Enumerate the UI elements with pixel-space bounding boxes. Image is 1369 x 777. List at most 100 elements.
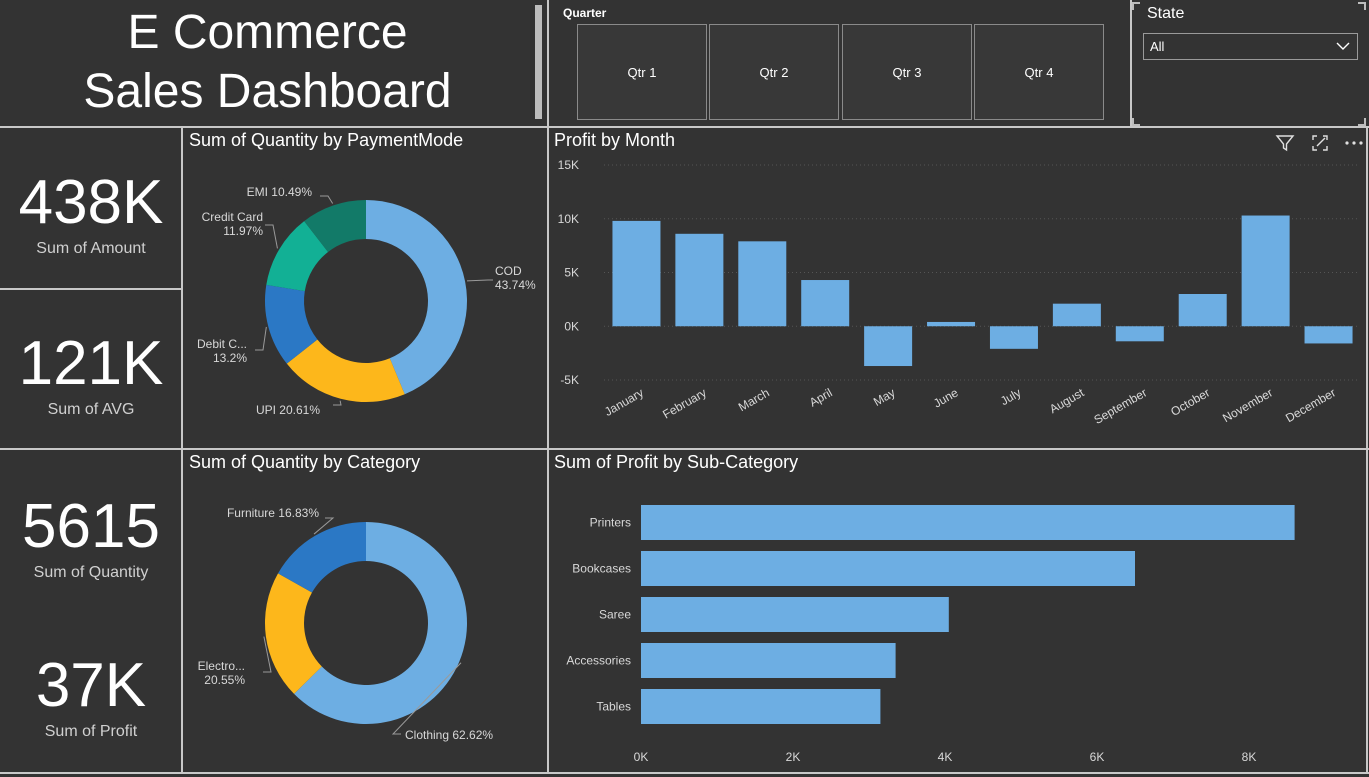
bar-june — [927, 321, 976, 327]
focus-mode-icon[interactable] — [1309, 132, 1331, 154]
dashboard-title-line2: Sales Dashboard — [83, 65, 452, 118]
y-tick-label: Bookcases — [572, 562, 631, 576]
leader-line — [265, 224, 278, 249]
subcategory-bar-chart[interactable]: 0K 2K 4K 6K 8K Printers Bookcases Saree Accessor… — [549, 482, 1366, 772]
state-slicer-label: State — [1147, 5, 1185, 22]
header-scrollbar[interactable] — [535, 5, 542, 119]
state-dropdown[interactable]: All — [1143, 33, 1358, 60]
bar-july — [989, 326, 1038, 349]
y-tick-label: Tables — [596, 700, 631, 714]
category-donut-chart[interactable]: Clothing 62.62% Electro...20.55% Furniture… — [183, 482, 547, 772]
quarter-button-q4[interactable]: Qtr 4 — [974, 24, 1104, 120]
donut-slice-clothing — [294, 522, 467, 724]
kpi-label: Sum of Amount — [36, 240, 146, 257]
data-label: EMI 10.49% — [247, 185, 313, 199]
bar-may — [864, 326, 913, 367]
leader-line — [313, 517, 335, 535]
y-tick-label: Accessories — [566, 654, 631, 668]
donut-slice-electro — [265, 573, 322, 694]
bar-october — [1178, 294, 1227, 327]
state-dropdown-value: All — [1150, 39, 1165, 54]
divider — [547, 0, 549, 126]
resize-handle[interactable] — [1358, 118, 1366, 126]
x-tick-label: 6K — [1090, 750, 1105, 764]
kpi-value: 37K — [35, 651, 147, 720]
bar-august — [1052, 303, 1101, 327]
bar-december — [1304, 326, 1353, 344]
y-tick-label: 15K — [558, 158, 579, 172]
more-options-icon[interactable] — [1343, 132, 1365, 154]
filter-icon[interactable] — [1274, 132, 1296, 154]
divider — [0, 448, 1369, 450]
x-tick-label: October — [1168, 385, 1212, 418]
quarter-button-q2[interactable]: Qtr 2 — [709, 24, 839, 120]
y-tick-label: -5K — [560, 373, 579, 387]
x-tick-label: August — [1047, 385, 1087, 416]
bar-february — [675, 233, 724, 327]
bar-september — [1115, 326, 1164, 342]
bar-bookcases — [641, 551, 1135, 586]
y-tick-label: 10K — [558, 212, 579, 226]
y-tick-label: Saree — [599, 608, 631, 622]
kpi-label: Sum of Quantity — [33, 564, 149, 581]
leader-line — [263, 636, 272, 673]
x-tick-label: September — [1091, 385, 1149, 426]
chart-title-category: Sum of Quantity by Category — [189, 452, 421, 472]
leader-line — [333, 400, 342, 406]
x-tick-label: June — [931, 385, 961, 410]
kpi-value: 5615 — [22, 492, 160, 561]
data-label: 43.74% — [495, 278, 536, 292]
bar-saree — [641, 597, 949, 632]
data-label: COD — [495, 264, 522, 278]
resize-handle[interactable] — [1358, 2, 1366, 10]
x-tick-label: November — [1220, 385, 1275, 425]
data-label: Credit Card — [202, 210, 263, 224]
leader-line — [466, 279, 493, 282]
kpi-sum-of-quantity: 5615 Sum of Quantity — [0, 494, 182, 582]
profit-by-month-chart[interactable]: 15K 10K 5K 0K -5K January February March April Ma… — [549, 155, 1366, 448]
chart-title-paymentmode: Sum of Quantity by PaymentMode — [189, 130, 464, 150]
leader-line — [255, 326, 267, 351]
x-tick-label: April — [807, 385, 835, 409]
divider — [0, 772, 1369, 774]
chart-title-subcategory: Sum of Profit by Sub-Category — [554, 452, 799, 472]
data-label: Clothing 62.62% — [405, 728, 493, 742]
quarter-button-q3[interactable]: Qtr 3 — [842, 24, 972, 120]
donut-slice-emi — [304, 200, 366, 252]
resize-handle[interactable] — [1132, 118, 1140, 126]
bar-january — [612, 220, 661, 327]
bar-november — [1241, 215, 1290, 327]
divider — [1130, 0, 1132, 126]
leader-line — [391, 662, 462, 735]
data-label: Electro... — [198, 659, 245, 673]
kpi-sum-of-amount: 438K Sum of Amount — [0, 170, 182, 258]
data-label: 13.2% — [213, 351, 247, 365]
bar-printers — [641, 505, 1295, 540]
donut-slice-cod — [366, 200, 468, 395]
resize-handle[interactable] — [1132, 2, 1140, 10]
x-tick-label: July — [998, 385, 1023, 408]
leader-line — [320, 195, 334, 204]
dashboard-title-line1: E Commerce — [127, 6, 408, 59]
bar-march — [738, 241, 787, 327]
chart-title-profit-by-month: Profit by Month — [554, 130, 676, 150]
x-tick-label: 0K — [634, 750, 649, 764]
kpi-label: Sum of AVG — [47, 401, 135, 418]
divider — [181, 128, 183, 773]
quarter-button-q1[interactable]: Qtr 1 — [577, 24, 707, 120]
bar-accessories — [641, 643, 896, 678]
divider — [547, 128, 549, 773]
data-label: 11.97% — [223, 224, 263, 238]
y-tick-label: Printers — [590, 516, 631, 530]
kpi-value: 121K — [18, 329, 164, 398]
x-tick-label: March — [736, 385, 772, 414]
x-tick-label: 4K — [938, 750, 953, 764]
y-tick-label: 5K — [564, 266, 579, 280]
bar-april — [801, 280, 850, 327]
x-tick-label: 2K — [786, 750, 801, 764]
x-tick-label: December — [1283, 385, 1338, 425]
x-tick-label: February — [660, 385, 709, 421]
data-label: Debit C... — [197, 337, 247, 351]
x-tick-label: 8K — [1242, 750, 1257, 764]
